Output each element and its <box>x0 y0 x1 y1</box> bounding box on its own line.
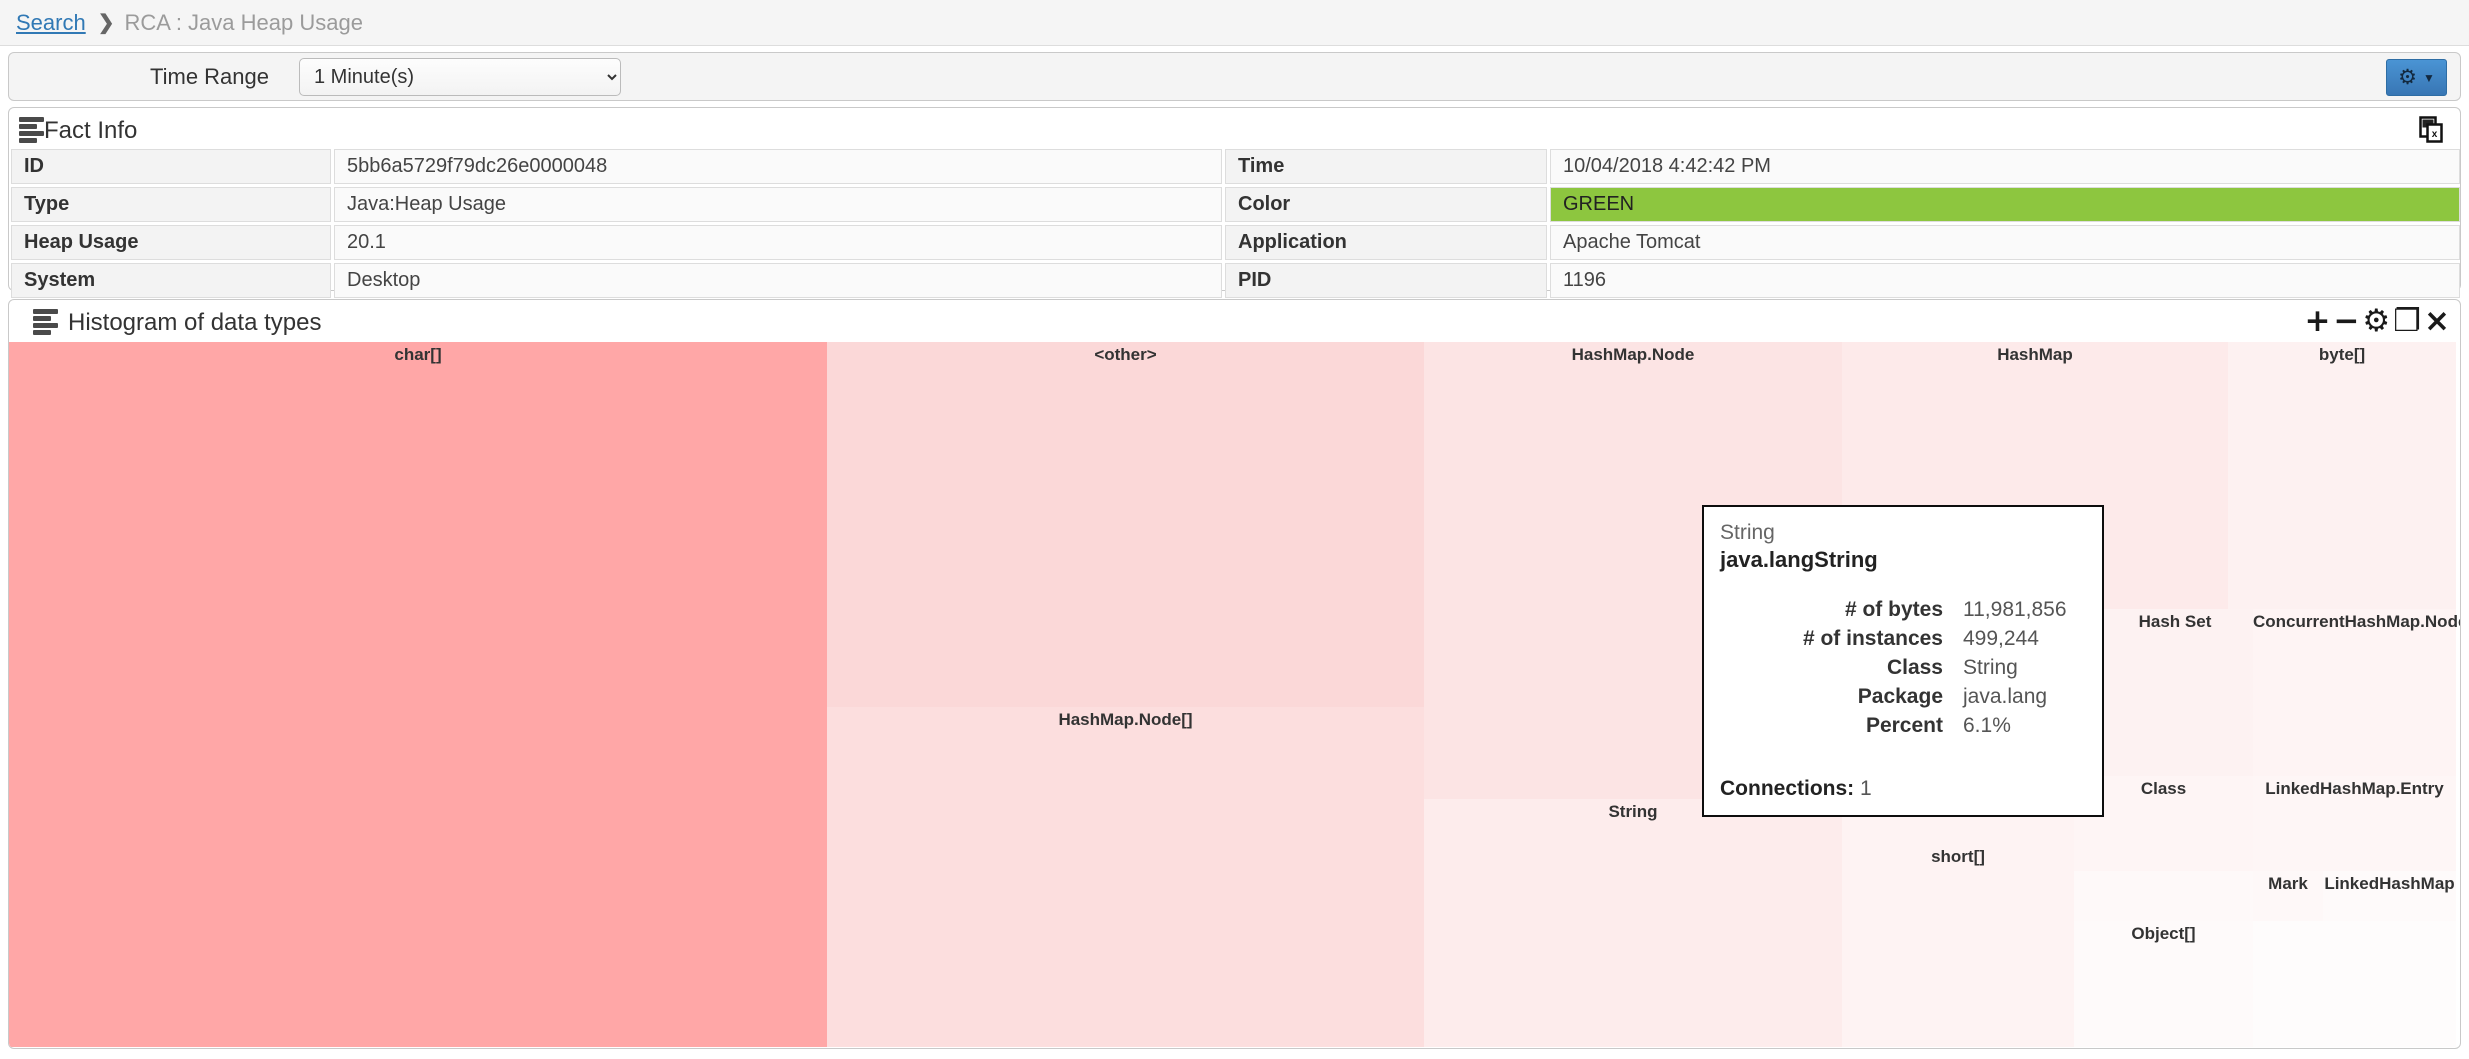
zoom-in-icon[interactable]: + <box>2304 303 2331 339</box>
fact-value-cell: 5bb6a5729f79dc26e0000048 <box>334 149 1222 184</box>
tooltip-row-value: 499,244 <box>1963 627 2039 650</box>
tooltip-row-label: # of bytes <box>1844 598 1943 621</box>
breadcrumb-link-search[interactable]: Search <box>16 9 86 35</box>
treemap-block-label: HashMap.Node[] <box>1058 710 1193 729</box>
treemap-block-label: HashMap.Node <box>1571 345 1695 364</box>
fact-label-cell: Time <box>1225 149 1547 184</box>
tooltip-row-label: Package <box>1857 685 1943 708</box>
fact-label-cell: PID <box>1225 263 1547 298</box>
treemap-block[interactable] <box>2253 921 2456 1047</box>
gear-icon: ⚙ <box>2398 66 2417 89</box>
treemap-block[interactable]: char[] <box>9 342 827 1047</box>
treemap-block[interactable]: short[] <box>1842 844 2074 1047</box>
breadcrumb-current: RCA : Java Heap Usage <box>124 9 363 35</box>
tooltip-row-value: String <box>1963 656 2018 679</box>
tooltip-connections: Connections: 1 <box>1720 777 1872 801</box>
treemap-block[interactable]: String <box>1424 799 1842 1047</box>
treemap-block-label: String <box>1608 802 1658 821</box>
histogram-title: Histogram of data types <box>68 309 322 336</box>
treemap-block-label: HashMap <box>1997 345 2073 364</box>
treemap-block-label: Class <box>2140 779 2187 798</box>
breadcrumb: Search ❯ RCA : Java Heap Usage <box>0 0 2469 46</box>
treemap-chart: Object[] LinkedHashMap Mark LinkedHashMap.E… <box>9 342 2461 1047</box>
treemap-block[interactable]: ConcurrentHashMap.Node <box>2253 609 2461 776</box>
treemap-block-label: byte[] <box>2318 345 2366 364</box>
treemap-block[interactable]: Mark <box>2253 871 2323 921</box>
window-icon[interactable]: ❐ <box>2393 303 2422 339</box>
tooltip-row-label: Class <box>1886 656 1943 679</box>
treemap-block-label: LinkedHashMap <box>2324 874 2455 893</box>
settings-dropdown-button[interactable]: ⚙ ▼ <box>2386 59 2447 96</box>
treemap-block-label: Hash Set <box>2138 612 2212 631</box>
treemap-tooltip: String java.langString # of bytes 11,981,… <box>1702 505 2104 817</box>
tooltip-row-label: Percent <box>1865 714 1943 737</box>
time-range-select[interactable]: 1 Minute(s) <box>299 57 621 96</box>
treemap-block-label: short[] <box>1931 847 1985 866</box>
tooltip-row-value: 11,981,856 <box>1963 598 2067 621</box>
fact-label-cell: Type <box>11 187 331 222</box>
list-icon <box>19 117 44 145</box>
tooltip-row-value: java.lang <box>1963 685 2048 708</box>
time-range-label: Time Range <box>149 63 269 89</box>
breadcrumb-separator-icon: ❯ <box>97 12 115 34</box>
chevron-down-icon: ▼ <box>2422 70 2435 85</box>
fact-info-title: Fact Info <box>44 117 138 144</box>
treemap-block[interactable]: Hash Set <box>2097 609 2253 776</box>
treemap-block[interactable]: HashMap.Node[] <box>827 707 1424 1047</box>
fact-value-cell: 1196 <box>1550 263 2460 298</box>
treemap-block-label: Mark <box>2268 874 2308 893</box>
fact-label-cell: ID <box>11 149 331 184</box>
fact-info-panel: Fact Info x ID 5bb6a5729f79dc26e0000048 Ti… <box>8 107 2461 298</box>
treemap-block[interactable]: byte[] <box>2228 342 2456 609</box>
treemap-block-label: char[] <box>394 345 442 364</box>
tooltip-class-name: java.langString <box>1720 547 1878 572</box>
treemap-block-label: <other> <box>1094 345 1157 364</box>
fact-label-cell: System <box>11 263 331 298</box>
treemap-block[interactable]: LinkedHashMap <box>2323 871 2456 921</box>
tooltip-row-label: # of instances <box>1802 627 1943 650</box>
tooltip-connections-value: 1 <box>1860 777 1872 800</box>
svg-text:x: x <box>2432 129 2438 140</box>
treemap-block-label: LinkedHashMap.Entry <box>2265 779 2444 798</box>
list-icon <box>33 309 58 337</box>
treemap-block[interactable]: <other> <box>827 342 1424 707</box>
fact-info-table: ID 5bb6a5729f79dc26e0000048 Time 10/04/2018… <box>11 149 2460 298</box>
close-icon[interactable]: × <box>2424 303 2450 339</box>
treemap-block-label: ConcurrentHashMap.Node <box>2253 612 2461 631</box>
fact-value-cell: Java:Heap Usage <box>334 187 1222 222</box>
tooltip-connections-label: Connections: <box>1720 777 1855 800</box>
tooltip-row-value: 6.1% <box>1963 714 2011 737</box>
settings-icon[interactable]: ⚙ <box>2362 303 2391 339</box>
fact-value-cell: Apache Tomcat <box>1550 225 2460 260</box>
histogram-panel: Histogram of data types + − ⚙ ❐ × Object[] Li… <box>8 299 2461 1049</box>
treemap-block[interactable]: Object[] <box>2074 921 2253 1047</box>
fact-value-cell: 10/04/2018 4:42:42 PM <box>1550 149 2460 184</box>
tooltip-details: # of bytes 11,981,856 # of instances 499,24… <box>1720 597 2084 739</box>
fact-label-cell: Color <box>1225 187 1547 222</box>
time-range-toolbar: Time Range 1 Minute(s) ⚙ ▼ <box>8 52 2461 101</box>
export-excel-icon[interactable]: x <box>2419 116 2444 149</box>
treemap-block-label: Object[] <box>2131 924 2196 943</box>
fact-label-cell: Application <box>1225 225 1547 260</box>
fact-value-cell: 20.1 <box>334 225 1222 260</box>
fact-value-cell: Desktop <box>334 263 1222 298</box>
treemap-block[interactable]: LinkedHashMap.Entry <box>2253 776 2456 871</box>
fact-label-cell: Heap Usage <box>11 225 331 260</box>
fact-value-cell: GREEN <box>1550 187 2460 222</box>
zoom-out-icon[interactable]: − <box>2333 303 2360 339</box>
tooltip-type-name: String <box>1720 521 1775 544</box>
treemap-block[interactable] <box>2074 871 2253 921</box>
histogram-controls: + − ⚙ ❐ × <box>2301 304 2450 338</box>
